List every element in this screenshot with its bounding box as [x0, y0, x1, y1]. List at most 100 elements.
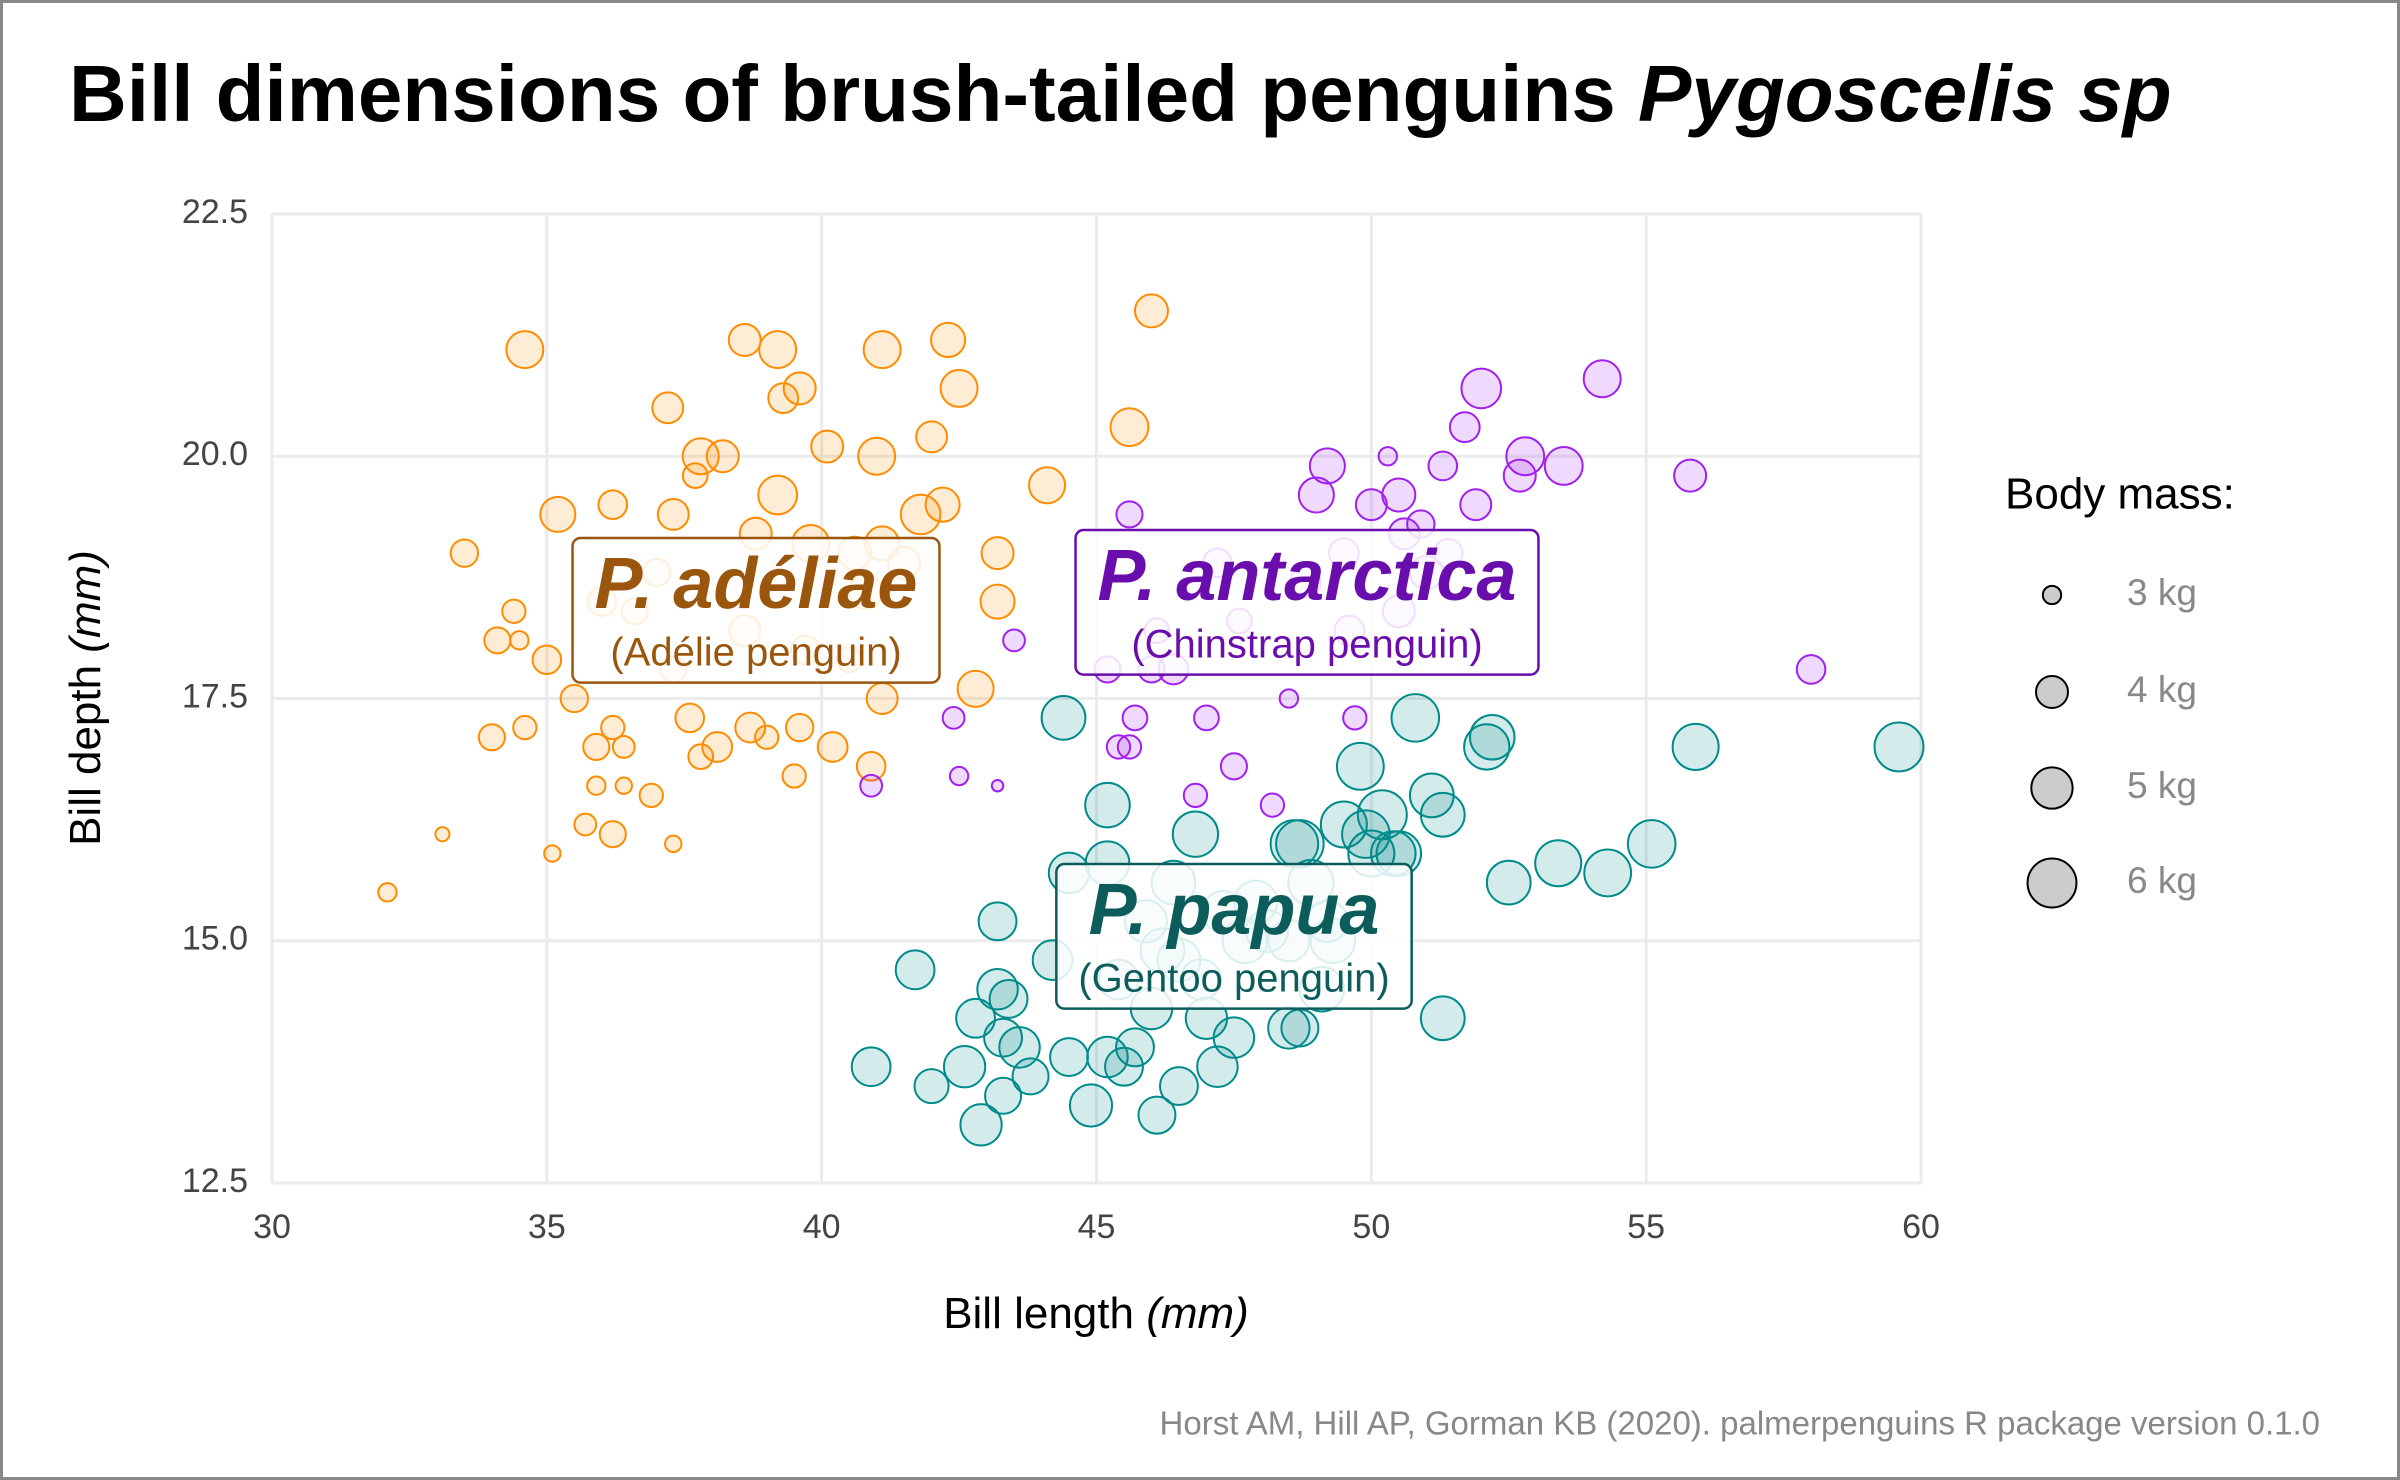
bubble	[559, 683, 589, 714]
bubble	[758, 330, 798, 370]
bubble	[955, 997, 996, 1039]
bubble	[1459, 488, 1493, 522]
bubble	[979, 583, 1016, 620]
bubble	[857, 436, 897, 476]
legend-key	[2026, 857, 2078, 909]
bubble	[1502, 458, 1537, 493]
x-axis-title: Bill length (mm)	[943, 1289, 1249, 1338]
bubble	[767, 382, 800, 414]
bubble	[1463, 723, 1511, 771]
bubble	[582, 732, 611, 761]
bubble	[1171, 810, 1220, 858]
bubble	[1297, 476, 1335, 514]
x-label: Bill length	[943, 1289, 1134, 1338]
bubble	[816, 731, 849, 763]
bubble	[377, 882, 398, 903]
x-tick-label: 55	[1627, 1208, 1665, 1246]
label-box	[1055, 862, 1413, 1010]
bubble	[1354, 488, 1388, 522]
bubble	[1583, 848, 1633, 898]
bubble	[948, 765, 970, 787]
bubble	[1460, 367, 1503, 410]
bubble	[980, 536, 1015, 571]
bubble	[1137, 1095, 1177, 1135]
bubble	[1028, 466, 1067, 505]
legend-label: 4 kg	[2127, 669, 2197, 710]
legend-key	[2041, 584, 2063, 606]
bubble	[687, 743, 715, 771]
bubble	[781, 763, 807, 789]
legend-title: Body mass:	[2005, 470, 2235, 519]
bubble	[1342, 705, 1368, 731]
x-label-unit: (mm)	[1146, 1289, 1249, 1338]
bubble	[862, 330, 902, 370]
bubble	[1377, 446, 1399, 467]
bubble	[894, 949, 936, 991]
bubble	[543, 844, 562, 863]
bubble	[1582, 359, 1622, 399]
bubble	[855, 751, 887, 782]
y-axis-title: Bill depth (mm)	[61, 550, 110, 846]
bubble	[539, 495, 577, 533]
bubble	[600, 714, 626, 741]
bubble	[1068, 1083, 1114, 1128]
bubble	[656, 497, 690, 531]
bubble	[1468, 713, 1516, 761]
bubble	[1115, 500, 1144, 529]
bubble	[782, 371, 817, 406]
bubble	[1259, 792, 1286, 818]
bubble	[988, 978, 1029, 1019]
legend-key	[2035, 675, 2069, 709]
bubble	[501, 598, 527, 624]
caption: Horst AM, Hill AP, Gorman KB (2020). pal…	[1160, 1405, 2320, 1442]
bubble	[1280, 1008, 1320, 1048]
bubble	[1159, 1066, 1199, 1107]
bubble	[1116, 734, 1143, 760]
bubble	[959, 1103, 1003, 1147]
bubble	[865, 682, 899, 715]
bubble	[1308, 447, 1346, 485]
species-name: P. adéliae	[595, 544, 918, 624]
bubble	[664, 834, 683, 854]
species-label: P. papua (Gentoo penguin)	[1055, 862, 1413, 1010]
label-box	[571, 536, 941, 684]
species-common-name: (Chinstrap penguin)	[1131, 623, 1482, 667]
bubble	[509, 630, 530, 651]
bubble	[1543, 445, 1584, 486]
bubble	[705, 439, 740, 474]
bubble	[1626, 819, 1677, 869]
chart-title: Bill dimensions of brush-tailed penguins…	[69, 49, 2172, 138]
bubble	[984, 1076, 1023, 1115]
bubble	[586, 775, 607, 796]
bubble	[1873, 721, 1925, 773]
y-label-unit: (mm)	[61, 550, 110, 653]
bubble	[1795, 654, 1827, 685]
bubble	[598, 820, 627, 849]
bubble	[1193, 704, 1220, 732]
species-label: P. antarctica (Chinstrap penguin)	[1074, 528, 1540, 676]
bubble	[1115, 1027, 1155, 1068]
bubble	[1335, 741, 1385, 791]
bubble	[477, 723, 506, 752]
bubble	[727, 322, 762, 357]
bubble	[924, 486, 961, 523]
y-label: Bill depth	[61, 665, 110, 846]
bubble	[784, 712, 815, 743]
bubble	[941, 705, 966, 730]
bubble	[930, 321, 967, 359]
bubble	[1673, 458, 1708, 493]
bubble	[1104, 1046, 1144, 1087]
y-tick-label: 12.5	[182, 1162, 248, 1200]
x-tick-label: 30	[253, 1208, 291, 1246]
bubble	[1534, 839, 1583, 888]
x-tick-label: 35	[528, 1208, 566, 1246]
bubble	[597, 489, 629, 520]
bubble	[701, 731, 734, 763]
bubble	[899, 493, 942, 536]
x-tick-label: 50	[1352, 1208, 1390, 1246]
bubble	[1419, 791, 1466, 838]
bubble	[1182, 782, 1209, 809]
species-name: P. papua	[1089, 870, 1380, 950]
bubble	[913, 1068, 950, 1105]
